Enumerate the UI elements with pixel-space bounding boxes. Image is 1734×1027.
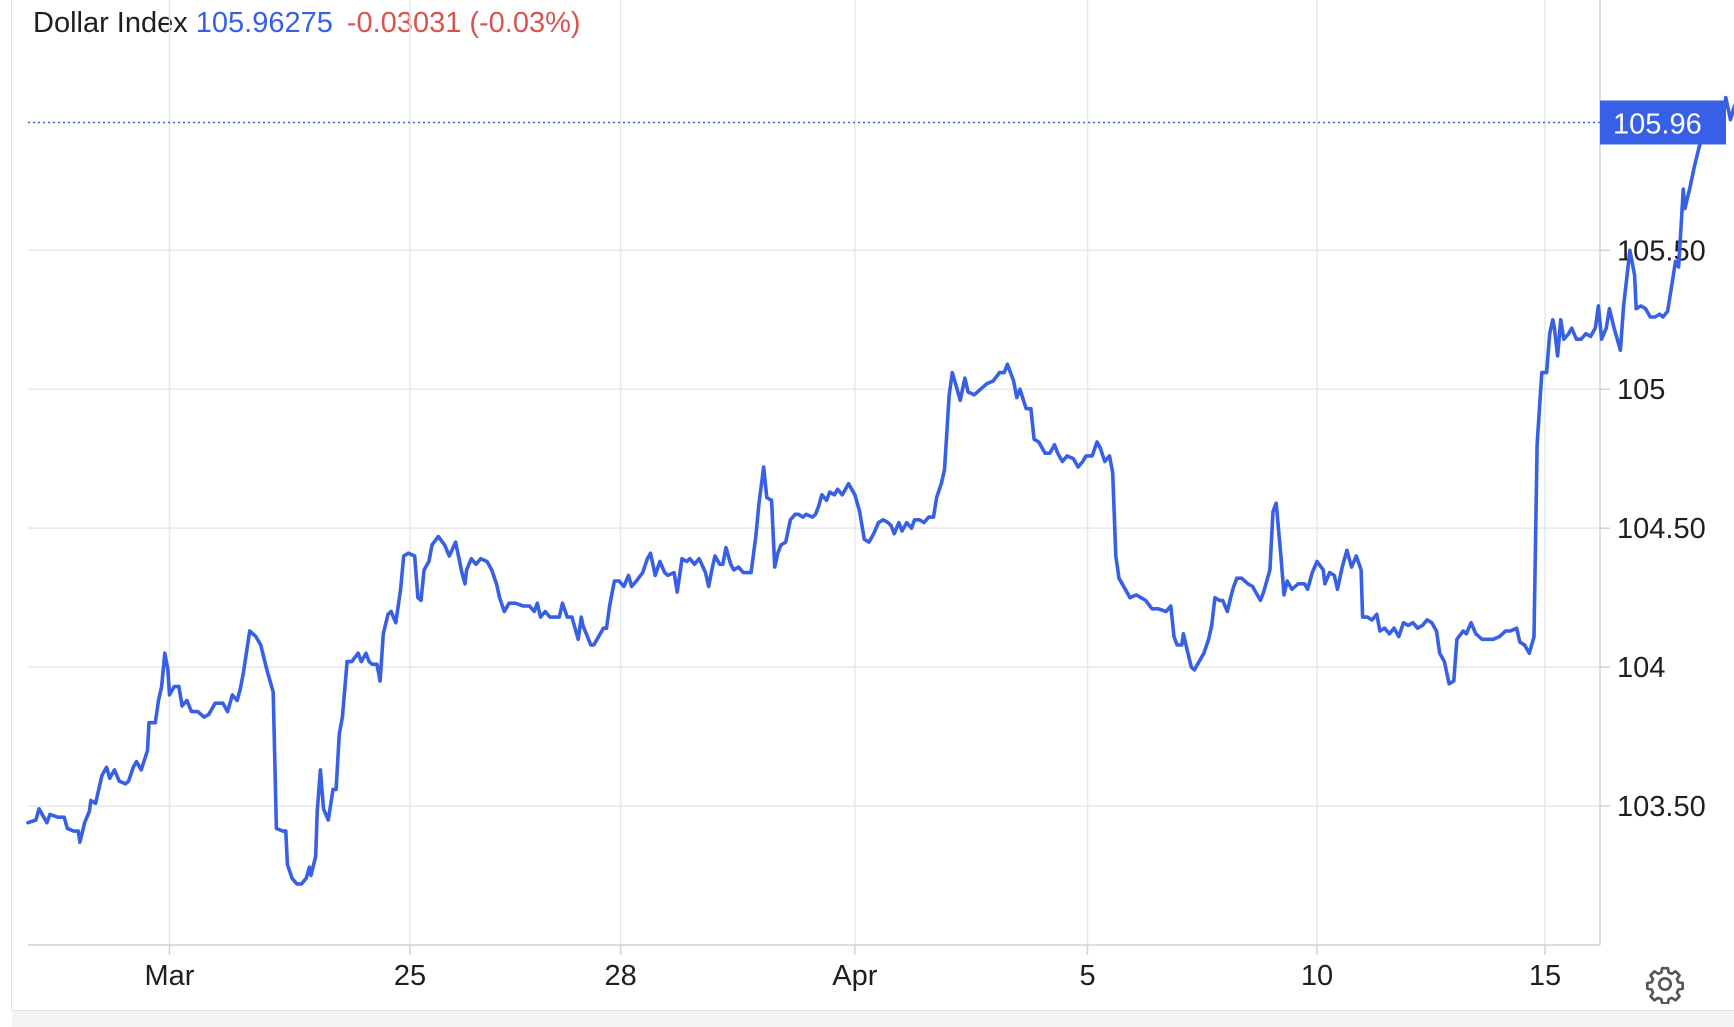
last-price-marker: 105.96 — [28, 100, 1726, 145]
series-line[interactable] — [26, 95, 1734, 886]
y-tick-label: 105 — [1617, 374, 1665, 406]
price-change: -0.03031 — [346, 7, 462, 39]
x-tick-label: 25 — [394, 960, 426, 992]
x-tick-label: 15 — [1529, 960, 1561, 992]
grid — [28, 0, 1600, 945]
instrument-name: Dollar Index — [33, 7, 188, 39]
x-tick-label: Apr — [832, 960, 877, 992]
last-price-tag — [1600, 100, 1726, 145]
x-tick-label: 28 — [605, 960, 637, 992]
y-tick-label: 103.50 — [1617, 791, 1706, 823]
x-tick-label: 10 — [1301, 960, 1333, 992]
price-change-percent: (-0.03%) — [469, 7, 581, 39]
last-price-tag-label: 105.96 — [1613, 108, 1702, 140]
gear-icon[interactable] — [1645, 964, 1685, 1004]
y-tick-label: 104.50 — [1617, 513, 1706, 545]
x-tick-label: 5 — [1079, 960, 1095, 992]
chart-header: Dollar Index 105.96275 -0.03031 (-0.03%) — [33, 4, 581, 42]
x-tick-label: Mar — [145, 960, 195, 992]
last-price: 105.96275 — [195, 7, 333, 39]
y-tick-label: 104 — [1617, 652, 1665, 684]
series — [26, 95, 1734, 886]
chart-bottom-bar — [12, 1010, 1734, 1027]
chart-left-border — [11, 0, 12, 1010]
